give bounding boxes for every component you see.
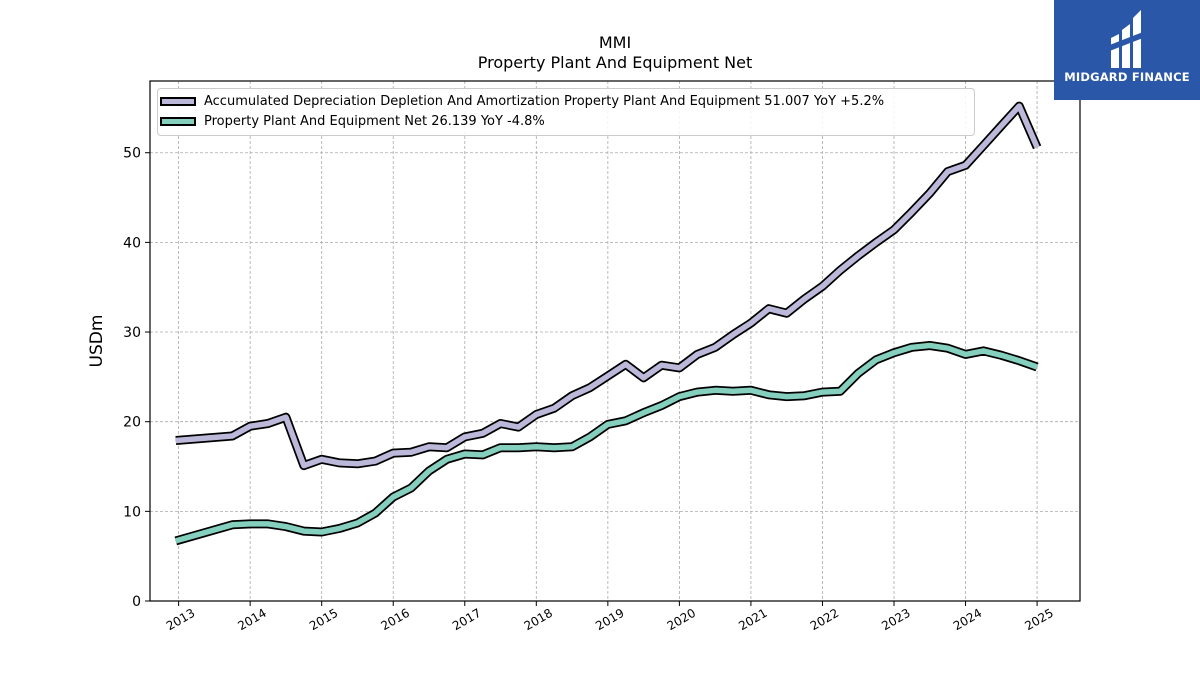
brand-name: MIDGARD FINANCE: [1064, 70, 1190, 84]
x-tick-label: 2019: [593, 606, 626, 633]
x-tick-label: 2014: [235, 606, 268, 633]
x-tick-label: 2022: [808, 606, 841, 633]
plot-frame: [149, 80, 1081, 602]
x-tick-label: 2017: [450, 606, 483, 633]
x-tick-label: 2023: [879, 606, 912, 633]
series-line: [175, 103, 1040, 469]
legend-item-accumulated-depreciation: Accumulated Depreciation Depletion And A…: [158, 91, 884, 111]
y-tick-label: 0: [132, 594, 141, 610]
legend-swatch-ppe-net: [160, 116, 196, 126]
chart-title: MMI: [598, 33, 632, 52]
legend-label-accumulated-depreciation: Accumulated Depreciation Depletion And A…: [204, 93, 885, 109]
legend-label-ppe-net: Property Plant And Equipment Net 26.139 …: [204, 113, 545, 129]
x-tick-label: 2016: [379, 606, 412, 633]
y-axis: 0 10 20 30 40 50: [123, 146, 150, 610]
x-tick-label: 2018: [522, 606, 555, 633]
chart-subtitle: Property Plant And Equipment Net: [477, 53, 753, 72]
y-tick-label: 10: [123, 504, 141, 520]
x-tick-label: 2025: [1022, 606, 1055, 633]
midgard-finance-logo: MIDGARD FINANCE: [1054, 0, 1200, 100]
y-tick-label: 20: [123, 415, 141, 431]
x-tick-label: 2024: [951, 606, 984, 633]
legend-item-ppe-net: Property Plant And Equipment Net 26.139 …: [158, 111, 545, 131]
y-axis-label: USDm: [87, 315, 107, 368]
series-layer: [174, 101, 1042, 546]
plot-area: [150, 81, 1080, 601]
x-tick-label: 2020: [665, 606, 698, 633]
series-line: [175, 342, 1039, 544]
y-tick-label: 40: [123, 235, 141, 251]
x-axis: 2013 2014 2015 2016 2017 2018 2019 2020 2021 2022…: [164, 601, 1056, 633]
y-tick-label: 50: [123, 146, 141, 162]
y-tick-label: 30: [123, 325, 141, 341]
x-tick-label: 2013: [164, 606, 197, 633]
x-tick-label: 2015: [307, 606, 340, 633]
legend-swatch-accumulated-depreciation: [160, 96, 196, 106]
midgard-logo-icon: [1107, 10, 1143, 68]
legend: Accumulated Depreciation Depletion And A…: [157, 88, 975, 136]
x-tick-label: 2021: [736, 606, 769, 633]
